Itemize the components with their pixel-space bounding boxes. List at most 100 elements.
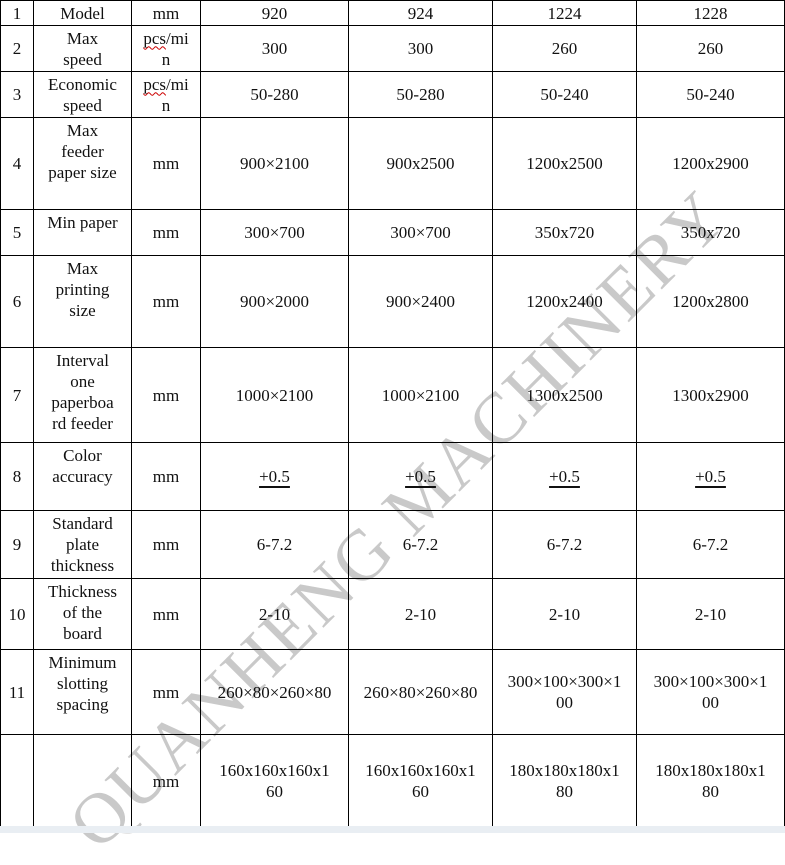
value-cell: 300: [348, 25, 493, 72]
unit-rest: /mi n: [161, 28, 189, 69]
misspelled-word: pcs: [143, 74, 166, 94]
value-cell: 1300x2500: [492, 347, 637, 443]
table-row: 9 Standard plate thickness mm 6-7.2 6-7.…: [0, 510, 785, 579]
table-row: 11 Minimum slotting spacing mm 260×80×26…: [0, 649, 785, 735]
value-cell: 50-240: [636, 71, 785, 118]
table-row: 2 Max speed pcs/mi n 300 300 260 260: [0, 25, 785, 72]
value-cell: 900×2000: [200, 255, 349, 348]
row-number-cell: 2: [0, 25, 34, 72]
spec-label-cell: Minimum slotting spacing: [33, 649, 132, 735]
spec-label-cell: Standard plate thickness: [33, 510, 132, 579]
value-cell: 260: [492, 25, 637, 72]
value-cell: 1200x2400: [492, 255, 637, 348]
value-cell: 6-7.2: [348, 510, 493, 579]
value-cell: +0.5: [636, 442, 785, 511]
spec-table: 1 Model mm 920 924 1224 1228 2 Max speed…: [0, 0, 785, 828]
value-cell: 1000×2100: [348, 347, 493, 443]
value-cell: 300×700: [200, 209, 349, 256]
row-number-cell: 8: [0, 442, 34, 511]
spec-label-cell: Model: [33, 0, 132, 26]
value-cell: 2-10: [348, 578, 493, 650]
value-cell: 6-7.2: [636, 510, 785, 579]
page-bottom-strip: [0, 826, 785, 833]
table-row: 8 Color accuracy mm +0.5 +0.5 +0.5 +0.5: [0, 442, 785, 511]
value-cell: +0.5: [492, 442, 637, 511]
value-cell: 1200x2500: [492, 117, 637, 210]
value-cell: 300: [200, 25, 349, 72]
spec-label-cell: Min paper: [33, 209, 132, 256]
value-cell: 350x720: [636, 209, 785, 256]
value-cell: 1300x2900: [636, 347, 785, 443]
table-row: 3 Economic speed pcs/mi n 50-280 50-280 …: [0, 71, 785, 118]
spec-label-cell: Max speed: [33, 25, 132, 72]
table-row: 6 Max printing size mm 900×2000 900×2400…: [0, 255, 785, 348]
table-row: 7 Interval one paperboa rd feeder mm 100…: [0, 347, 785, 443]
value-cell: 924: [348, 0, 493, 26]
value-cell: 50-280: [200, 71, 349, 118]
value-cell: 260: [636, 25, 785, 72]
value-cell: 300×700: [348, 209, 493, 256]
value-cell: 180x180x180x1 80: [492, 734, 637, 828]
unit-cell: pcs/mi n: [131, 25, 201, 72]
row-number-cell: 1: [0, 0, 34, 26]
unit-cell: mm: [131, 578, 201, 650]
value-cell: 1200x2800: [636, 255, 785, 348]
value-cell: 920: [200, 0, 349, 26]
table-row: 4 Max feeder paper size mm 900×2100 900x…: [0, 117, 785, 210]
value-cell: 300×100×300×1 00: [492, 649, 637, 735]
row-number-cell: 5: [0, 209, 34, 256]
table-row: 1 Model mm 920 924 1224 1228: [0, 0, 785, 26]
value-cell: 180x180x180x1 80: [636, 734, 785, 828]
value-cell: 900×2400: [348, 255, 493, 348]
row-number-cell: 9: [0, 510, 34, 579]
value-cell: +0.5: [200, 442, 349, 511]
unit-cell: mm: [131, 209, 201, 256]
value-cell: 160x160x160x1 60: [348, 734, 493, 828]
value-cell: 2-10: [636, 578, 785, 650]
value-cell: +0.5: [348, 442, 493, 511]
value-cell: 6-7.2: [200, 510, 349, 579]
spec-label-cell: Thickness of the board: [33, 578, 132, 650]
unit-cell: mm: [131, 649, 201, 735]
value-cell: 1228: [636, 0, 785, 26]
misspelled-word: pcs: [143, 28, 166, 48]
value-cell: 1224: [492, 0, 637, 26]
value-cell: 350x720: [492, 209, 637, 256]
value-cell: 260×80×260×80: [200, 649, 349, 735]
value-cell: 1200x2900: [636, 117, 785, 210]
value-cell: 900x2500: [348, 117, 493, 210]
row-number-cell: 6: [0, 255, 34, 348]
unit-cell: mm: [131, 0, 201, 26]
value-cell: 6-7.2: [492, 510, 637, 579]
table-row: 5 Min paper mm 300×700 300×700 350x720 3…: [0, 209, 785, 256]
unit-cell: pcs/mi n: [131, 71, 201, 118]
unit-cell: mm: [131, 442, 201, 511]
spec-label-cell: [33, 734, 132, 828]
value-cell: 50-240: [492, 71, 637, 118]
unit-cell: mm: [131, 117, 201, 210]
table-row: mm 160x160x160x1 60 160x160x160x1 60 180…: [0, 734, 785, 828]
unit-cell: mm: [131, 255, 201, 348]
value-cell: 260×80×260×80: [348, 649, 493, 735]
row-number-cell: 11: [0, 649, 34, 735]
unit-cell: mm: [131, 734, 201, 828]
unit-cell: mm: [131, 347, 201, 443]
unit-rest: /mi n: [161, 74, 189, 115]
value-cell: 1000×2100: [200, 347, 349, 443]
table-row: 10 Thickness of the board mm 2-10 2-10 2…: [0, 578, 785, 650]
value-cell: 160x160x160x1 60: [200, 734, 349, 828]
row-number-cell: 4: [0, 117, 34, 210]
spec-label-cell: Color accuracy: [33, 442, 132, 511]
spec-label-cell: Max printing size: [33, 255, 132, 348]
value-cell: 900×2100: [200, 117, 349, 210]
row-number-cell: [0, 734, 34, 828]
row-number-cell: 7: [0, 347, 34, 443]
spec-label-cell: Interval one paperboa rd feeder: [33, 347, 132, 443]
row-number-cell: 10: [0, 578, 34, 650]
value-cell: 2-10: [492, 578, 637, 650]
row-number-cell: 3: [0, 71, 34, 118]
value-cell: 2-10: [200, 578, 349, 650]
spec-label-cell: Max feeder paper size: [33, 117, 132, 210]
spec-label-cell: Economic speed: [33, 71, 132, 118]
